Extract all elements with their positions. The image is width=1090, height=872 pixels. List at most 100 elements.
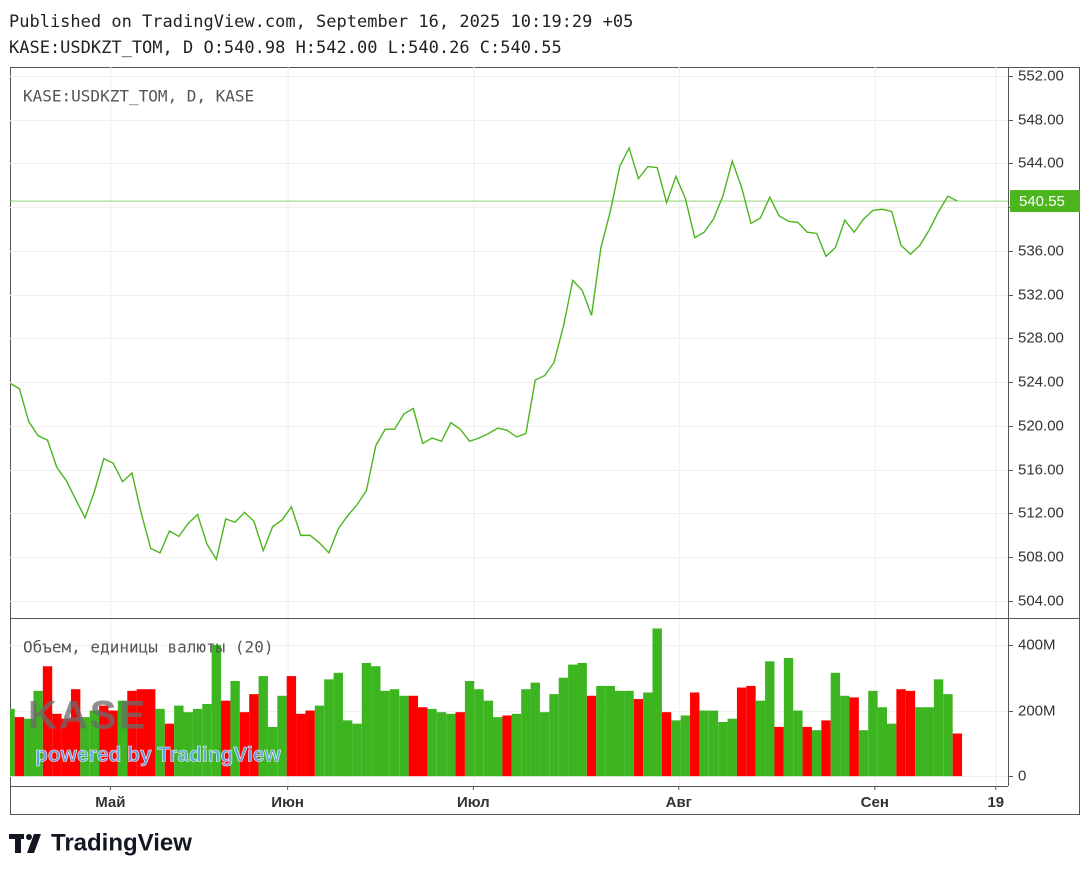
volume-bar xyxy=(211,644,222,777)
y-tick-label: 544.00 xyxy=(1018,154,1064,171)
volume-bar xyxy=(371,666,381,777)
last-price-box xyxy=(1010,190,1080,213)
volume-bar xyxy=(539,712,550,777)
volume-bar xyxy=(755,700,766,777)
volume-legend: Объем, единицы валюты (20) xyxy=(23,638,273,657)
y-tick-label: 508.00 xyxy=(1018,548,1064,565)
volume-bar xyxy=(830,672,841,777)
volume-bar xyxy=(858,730,869,777)
footer-logo xyxy=(9,834,41,853)
y-tick-label: 524.00 xyxy=(1018,373,1064,390)
volume-bar xyxy=(952,733,963,777)
volume-bar xyxy=(221,700,231,777)
volume-bar xyxy=(699,710,709,777)
volume-bar xyxy=(239,712,250,777)
y-tick-label: 200M xyxy=(1018,702,1056,719)
y-tick-label: 528.00 xyxy=(1018,329,1064,346)
volume-bar xyxy=(708,710,719,777)
volume-bar xyxy=(24,718,34,777)
volume-bar xyxy=(155,708,165,777)
volume-bar xyxy=(436,712,447,777)
volume-bar xyxy=(521,689,531,777)
volume-bar xyxy=(99,705,109,777)
volume-bar xyxy=(380,690,390,777)
volume-bar xyxy=(267,726,278,777)
volume-bar xyxy=(568,664,578,777)
y-tick-label: 0 xyxy=(1018,767,1026,784)
y-tick-label: 520.00 xyxy=(1018,417,1064,434)
volume-bar xyxy=(502,715,512,777)
volume-bar xyxy=(690,692,700,777)
volume-bar xyxy=(680,715,691,777)
volume-bar xyxy=(811,730,822,777)
chart-frame xyxy=(10,67,1080,815)
volume-bar xyxy=(192,708,203,777)
volume-bar xyxy=(614,690,625,777)
volume-bar xyxy=(127,690,137,777)
volume-bar xyxy=(483,700,494,777)
volume-bar xyxy=(849,697,859,777)
volume-bar xyxy=(774,726,784,777)
volume-bar xyxy=(727,718,737,777)
price-legend: KASE:USDKZT_TOM, D, KASE xyxy=(23,87,254,106)
volume-bar xyxy=(324,679,334,777)
x-tick-label: Май xyxy=(95,794,125,811)
volume-bar xyxy=(146,689,156,777)
x-tick-label: Авг xyxy=(666,794,692,811)
volume-bar xyxy=(258,676,268,777)
y-tick-label: 504.00 xyxy=(1018,592,1064,609)
volume-bar xyxy=(915,707,925,777)
volume-bar xyxy=(314,705,325,777)
plot-layer: 504.00 508.00 512.00 516.00 520.00 524.00 528.… xyxy=(10,67,1080,811)
volume-bar xyxy=(14,717,25,777)
y-tick-label: 532.00 xyxy=(1018,286,1064,303)
volume-bar xyxy=(605,685,615,777)
volume-bar xyxy=(821,720,831,777)
volume-bar xyxy=(736,687,747,777)
volume-bar xyxy=(70,689,81,777)
y-tick-label: 400M xyxy=(1018,636,1056,653)
volume-bar xyxy=(624,690,634,777)
volume-bar xyxy=(80,717,90,777)
volume-bar xyxy=(361,662,372,777)
volume-bar xyxy=(117,700,128,777)
ohlc-line: KASE:USDKZT_TOM, D O:540.98 H:542.00 L:5… xyxy=(9,38,562,58)
volume-bar xyxy=(10,708,15,777)
volume-bar xyxy=(174,705,184,777)
volume-bar xyxy=(89,710,100,777)
volume-bar xyxy=(558,677,569,777)
volume-bar xyxy=(202,703,212,777)
volume-bar xyxy=(277,695,287,777)
volume-bar xyxy=(42,666,53,777)
volume-bar xyxy=(33,690,43,777)
volume-bar xyxy=(652,628,662,777)
watermark-logo: KASE xyxy=(28,694,147,738)
volume-bar xyxy=(408,695,419,777)
x-tick-label: Июн xyxy=(271,794,304,811)
y-tick-label: 536.00 xyxy=(1018,242,1064,259)
volume-bar xyxy=(333,672,343,777)
y-tick-label: 552.00 xyxy=(1018,67,1064,84)
volume-bar xyxy=(746,685,756,777)
published-line: Published on TradingView.com, September … xyxy=(9,12,633,32)
volume-bar xyxy=(643,692,653,777)
volume-bar xyxy=(549,694,559,777)
volume-bar xyxy=(596,685,606,777)
volume-bar xyxy=(399,695,409,777)
volume-bar xyxy=(671,720,681,777)
last-price-label: 540.55 xyxy=(1019,193,1065,210)
volume-bar xyxy=(136,689,147,777)
volume-bar xyxy=(577,662,587,777)
footer-brand: TradingView xyxy=(51,829,192,856)
volume-bar xyxy=(230,681,240,777)
volume-bar xyxy=(530,682,540,777)
y-tick-label: 512.00 xyxy=(1018,504,1064,521)
volume-bar xyxy=(352,723,362,777)
volume-bar xyxy=(389,689,400,777)
volume-bar xyxy=(305,710,315,777)
volume-bar xyxy=(783,658,794,777)
volume-bar xyxy=(877,707,888,777)
volume-bar xyxy=(455,712,465,777)
volume-bar xyxy=(108,710,118,777)
